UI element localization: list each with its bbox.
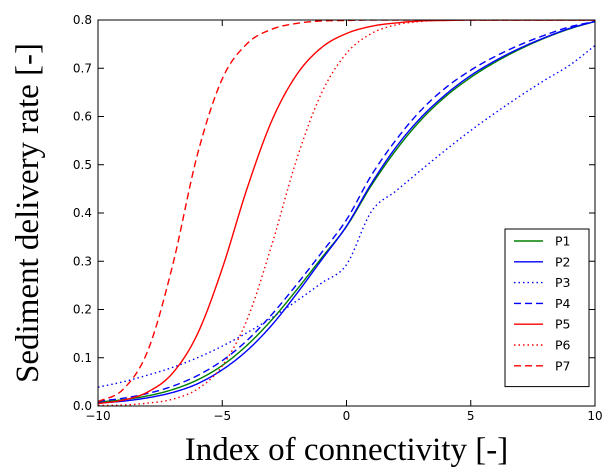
legend-label-p5: P5	[555, 317, 571, 332]
y-tick-label: 0.7	[73, 61, 92, 75]
y-tick-label: 0.1	[73, 351, 92, 365]
legend: P1 P2 P3 P4 P5 P6 P7	[504, 228, 590, 388]
series-line-p2	[98, 20, 595, 404]
y-axis-title: Sediment delivery rate [-]	[10, 43, 46, 383]
x-tick-label: 10	[587, 409, 602, 423]
legend-box	[504, 228, 590, 388]
series-line-p4	[98, 20, 595, 402]
legend-label-p6: P6	[555, 338, 571, 353]
y-tick-label: 0.3	[73, 254, 92, 268]
legend-label-p1: P1	[555, 234, 571, 249]
x-tick-label: 5	[467, 409, 475, 423]
x-tick-label: −10	[85, 409, 110, 423]
series-line-p7	[98, 20, 595, 403]
x-axis-title: Index of connectivity [-]	[185, 432, 508, 468]
y-tick-label: 0.6	[73, 110, 92, 124]
y-tick-label: 0.0	[73, 399, 92, 413]
legend-label-p3: P3	[555, 275, 571, 290]
ticks-layer: −10 −5 0 5 10 0.0 0.1 0.2 0.3 0.4 0.5 0.6 0.7 0.8	[73, 13, 603, 423]
series-layer	[98, 20, 595, 406]
y-tick-label: 0.5	[73, 158, 92, 172]
y-tick-label: 0.2	[73, 303, 92, 317]
legend-label-p2: P2	[555, 254, 571, 269]
series-line-p5	[98, 20, 595, 405]
x-tick-label: 0	[343, 409, 351, 423]
y-tick-label: 0.8	[73, 13, 92, 27]
legend-label-p7: P7	[555, 358, 571, 373]
legend-label-p4: P4	[555, 296, 571, 311]
x-tick-label: −5	[213, 409, 231, 423]
series-line-p3	[98, 45, 595, 388]
y-tick-label: 0.4	[73, 206, 92, 220]
